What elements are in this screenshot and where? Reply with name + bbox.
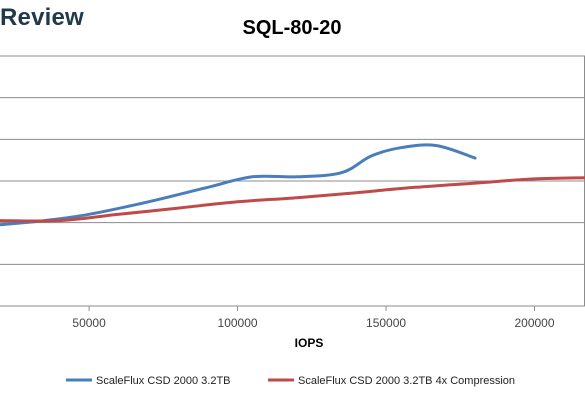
x-tick-label: 50000 — [72, 316, 106, 330]
x-tick-label: 150000 — [366, 316, 406, 330]
legend-label: ScaleFlux CSD 2000 3.2TB 4x Compression — [298, 375, 515, 387]
series-line-2 — [0, 176, 585, 223]
x-tick-label: 100000 — [218, 316, 258, 330]
chart-title: SQL-80-20 — [243, 17, 342, 39]
series-group — [0, 143, 585, 227]
series-line-1 — [0, 143, 477, 227]
brand-logo: Review — [0, 4, 84, 31]
x-tick-labels: 50000 100000 150000 200000 — [72, 306, 555, 330]
x-axis-label: IOPS — [295, 336, 324, 350]
legend-label: ScaleFlux CSD 2000 3.2TB — [96, 375, 231, 387]
x-tick-label: 200000 — [514, 316, 554, 330]
legend: ScaleFlux CSD 2000 3.2TB ScaleFlux CSD 20… — [66, 375, 515, 387]
